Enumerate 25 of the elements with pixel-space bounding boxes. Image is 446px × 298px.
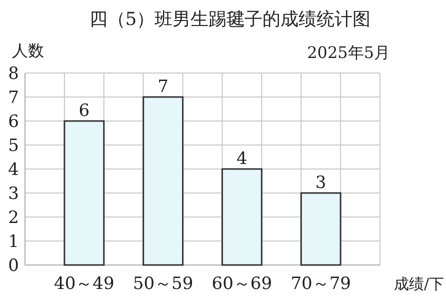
y-axis-title: 人数 [12, 41, 44, 60]
y-tick-label: 5 [8, 136, 19, 156]
data-label: 3 [315, 173, 326, 193]
text: 2025年5月 [307, 43, 390, 62]
y-tick-label: 7 [8, 88, 19, 108]
y-tick-label: 1 [8, 232, 19, 252]
bar [64, 120, 105, 266]
x-axis-title: 成绩/下 [394, 275, 444, 293]
data-label: 6 [78, 101, 90, 121]
y-tick-label: 2 [8, 208, 19, 228]
bar [142, 96, 184, 266]
y-tick-label: 8 [8, 64, 19, 84]
y-tick-label: 4 [8, 160, 19, 180]
y-tick-label: 0 [8, 256, 19, 276]
chart-title: 四（5）班男生踢毽子的成绩统计图 [89, 9, 371, 30]
data-label: 7 [158, 77, 168, 97]
x-tick-label: 60～69 [212, 274, 272, 294]
x-tick-label: 40～49 [54, 274, 114, 294]
data-label: 4 [236, 149, 248, 169]
bar [221, 168, 262, 266]
y-tick-label: 3 [8, 184, 19, 204]
y-tick-label: 6 [8, 112, 19, 132]
x-tick-label: 50～59 [132, 274, 194, 294]
x-tick-label: 70～79 [290, 274, 351, 294]
bar [300, 192, 342, 266]
